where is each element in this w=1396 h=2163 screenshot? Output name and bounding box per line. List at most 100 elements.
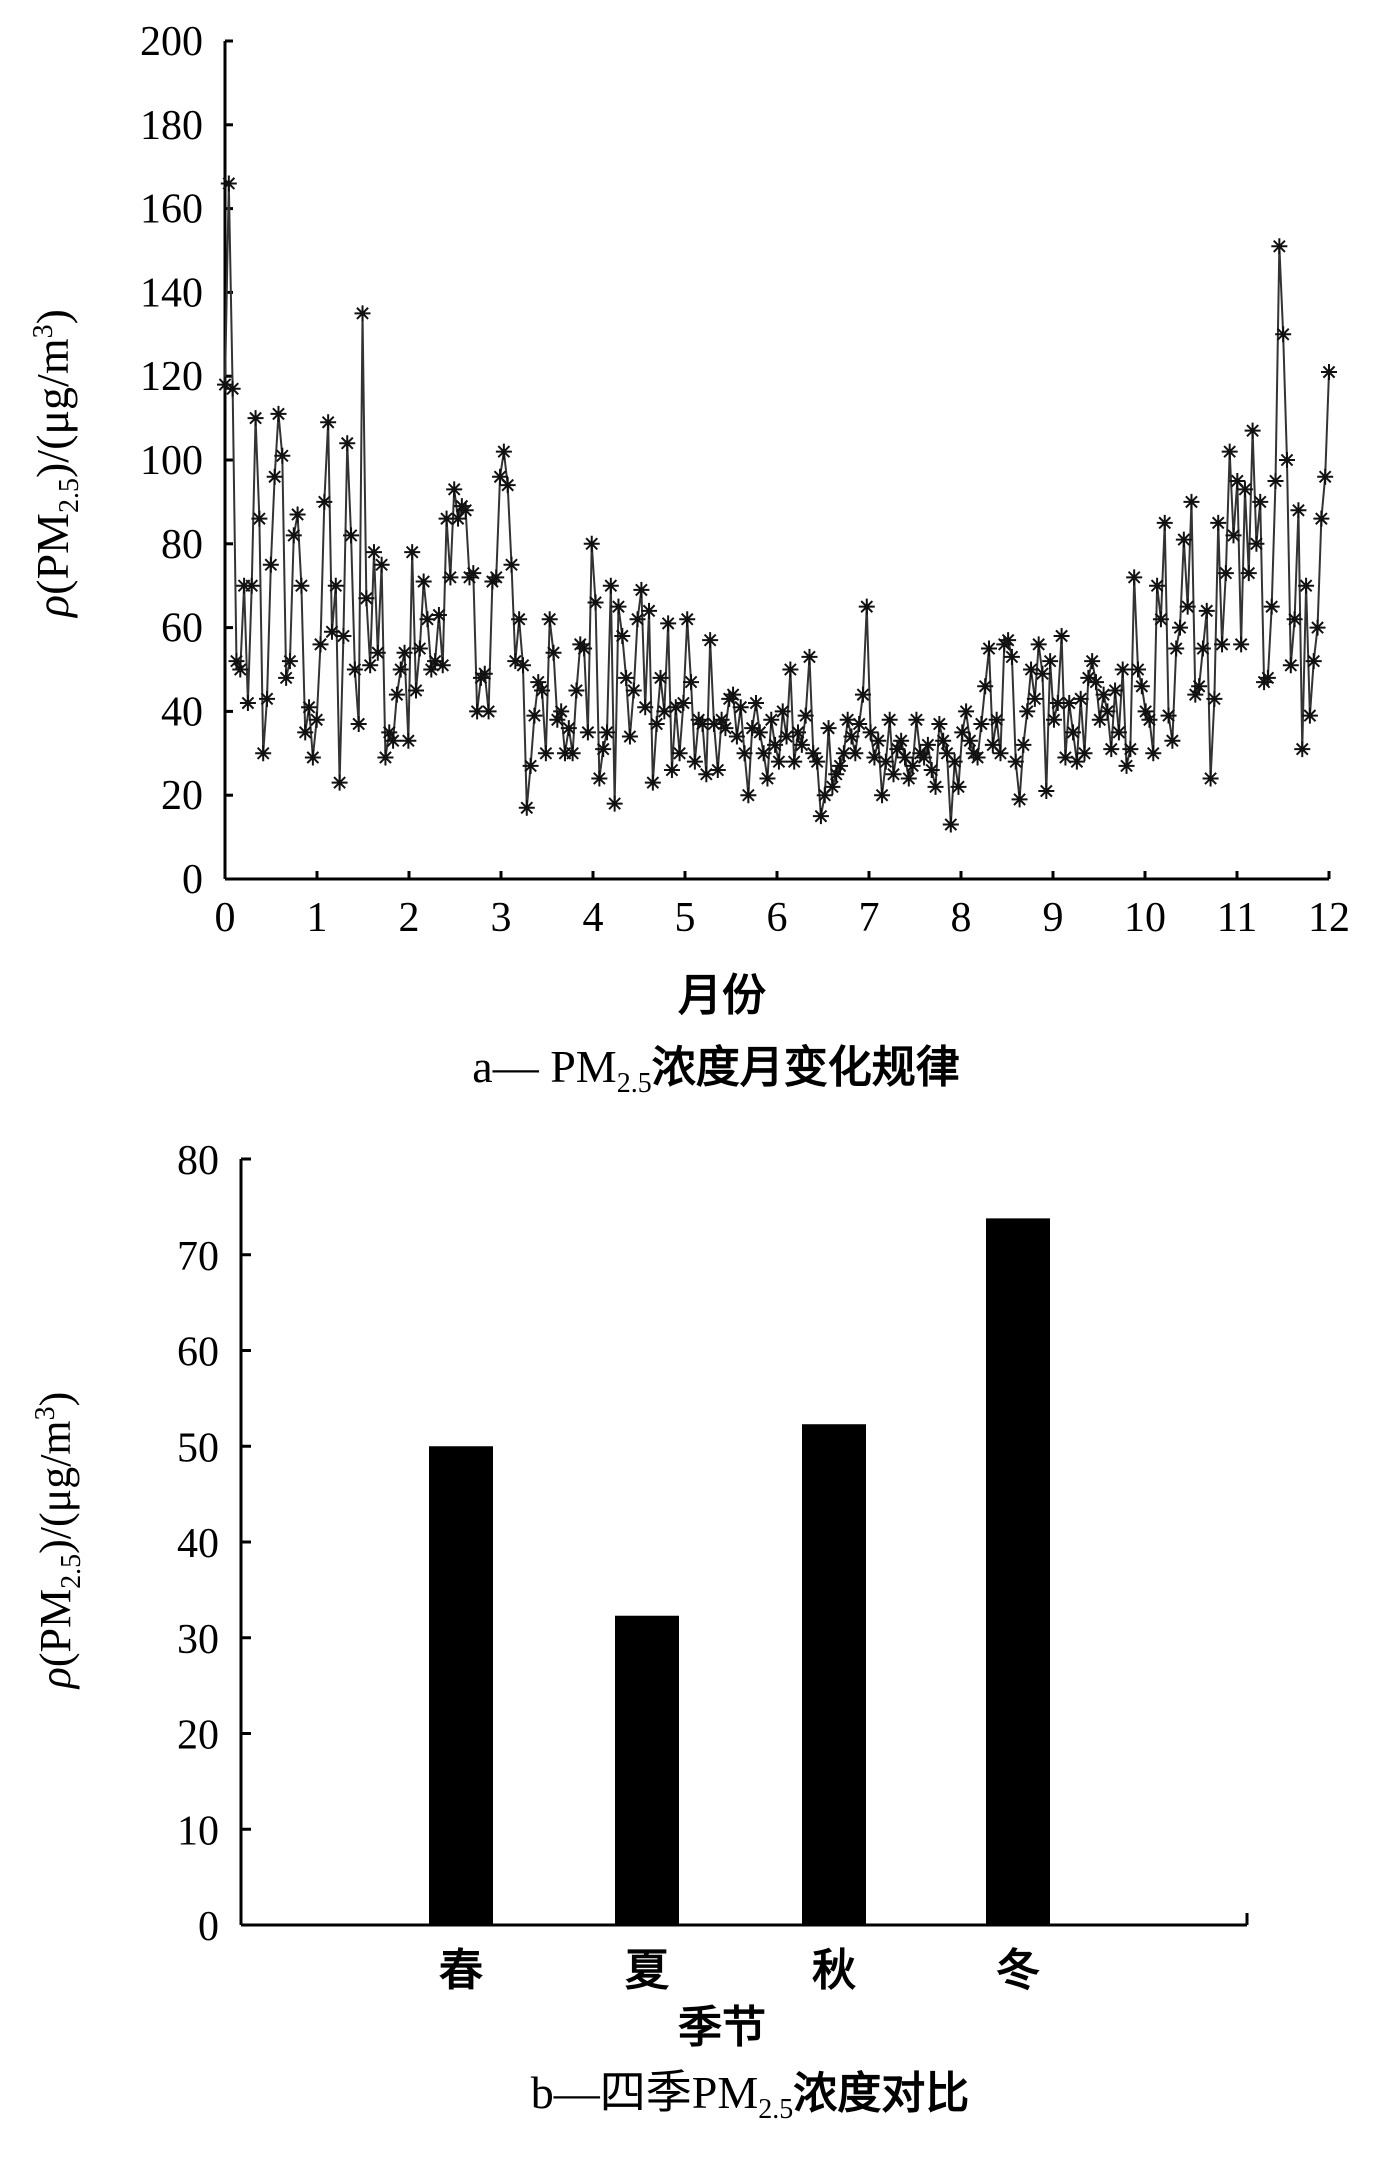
data-point-marker	[568, 682, 585, 699]
data-point-marker	[553, 703, 570, 720]
data-point-marker	[465, 565, 482, 582]
data-point-marker	[923, 762, 940, 779]
data-point-marker	[614, 627, 631, 644]
data-point-marker	[595, 741, 612, 758]
data-point-marker	[1023, 661, 1040, 678]
data-point-marker	[549, 711, 566, 728]
data-point-marker	[587, 594, 604, 611]
data-point-marker	[579, 724, 596, 741]
y-tick-label: 160	[140, 187, 203, 233]
data-point-marker	[545, 644, 562, 661]
data-point-marker	[232, 661, 249, 678]
data-point-marker	[1107, 682, 1124, 699]
data-point-marker	[316, 493, 333, 510]
data-point-marker	[1305, 653, 1322, 670]
data-point-marker	[1214, 636, 1231, 653]
data-point-marker	[564, 745, 581, 762]
data-point-marker	[686, 753, 703, 770]
data-point-marker	[1068, 753, 1085, 770]
data-point-marker	[1172, 619, 1189, 636]
data-point-marker	[839, 711, 856, 728]
data-point-marker	[770, 753, 787, 770]
data-point-marker	[1191, 678, 1208, 695]
data-point-marker	[1099, 703, 1116, 720]
data-point-marker	[396, 644, 413, 661]
data-point-marker	[346, 661, 363, 678]
y-tick-label: 60	[177, 1330, 219, 1376]
data-point-marker	[1286, 611, 1303, 628]
data-point-marker	[289, 506, 306, 523]
data-point-marker	[977, 678, 994, 695]
data-point-marker	[423, 661, 440, 678]
x-tick-label: 8	[951, 895, 972, 941]
data-point-marker	[629, 611, 646, 628]
data-point-marker	[1252, 493, 1269, 510]
data-point-marker	[1084, 653, 1101, 670]
data-point-marker	[663, 762, 680, 779]
data-point-marker	[576, 640, 593, 657]
data-point-marker	[931, 715, 948, 732]
data-point-marker	[790, 724, 807, 741]
data-point-marker	[530, 674, 547, 691]
data-point-marker	[961, 732, 978, 749]
data-point-marker	[919, 736, 936, 753]
data-point-marker	[239, 695, 256, 712]
data-point-marker	[1217, 565, 1234, 582]
data-point-marker	[755, 745, 772, 762]
data-point-marker	[457, 502, 474, 519]
data-point-marker	[809, 753, 826, 770]
data-point-marker	[648, 715, 665, 732]
data-point-marker	[1133, 678, 1150, 695]
data-point-marker	[610, 598, 627, 615]
data-point-marker	[526, 707, 543, 724]
data-point-marker	[320, 414, 337, 431]
data-point-marker	[1321, 364, 1337, 381]
data-point-marker	[889, 741, 906, 758]
data-point-marker	[728, 728, 745, 745]
data-point-marker	[973, 715, 990, 732]
data-point-marker	[801, 648, 818, 665]
data-point-marker	[369, 644, 386, 661]
data-point-marker	[618, 669, 635, 686]
data-point-marker	[946, 753, 963, 770]
data-point-marker	[1309, 619, 1326, 636]
data-point-marker	[652, 669, 669, 686]
data-point-marker	[1248, 535, 1265, 552]
data-point-marker	[900, 770, 917, 787]
data-point-marker	[1103, 741, 1120, 758]
data-point-marker	[717, 720, 734, 737]
data-point-marker	[362, 657, 379, 674]
data-point-marker	[774, 703, 791, 720]
data-point-marker	[767, 736, 784, 753]
data-point-marker	[285, 527, 302, 544]
data-point-marker	[1179, 598, 1196, 615]
y-tick-label: 80	[161, 522, 203, 568]
data-point-marker	[411, 640, 428, 657]
data-point-marker	[415, 573, 432, 590]
y-tick-label: 10	[177, 1808, 219, 1854]
data-point-marker	[988, 711, 1005, 728]
data-point-marker	[297, 724, 314, 741]
data-point-marker	[1160, 707, 1177, 724]
data-point-marker	[1026, 690, 1043, 707]
data-point-marker	[812, 808, 829, 825]
data-point-marker	[1301, 707, 1318, 724]
data-point-marker	[633, 581, 650, 598]
data-point-marker	[1187, 686, 1204, 703]
data-point-marker	[281, 653, 298, 670]
data-point-marker	[698, 766, 715, 783]
data-point-marker	[499, 477, 516, 494]
chart-a-caption: a— PM2.5浓度月变化规律	[472, 1041, 959, 1099]
data-point-marker	[243, 577, 260, 594]
data-point-marker	[1175, 531, 1192, 548]
data-point-marker	[606, 795, 623, 812]
data-point-marker	[916, 749, 933, 766]
data-point-marker	[343, 527, 360, 544]
y-tick-label: 30	[177, 1617, 219, 1663]
data-point-marker	[1164, 732, 1181, 749]
data-point-marker	[251, 510, 268, 527]
data-point-marker	[1229, 472, 1246, 489]
y-tick-label: 20	[177, 1713, 219, 1759]
data-point-marker	[438, 510, 455, 527]
